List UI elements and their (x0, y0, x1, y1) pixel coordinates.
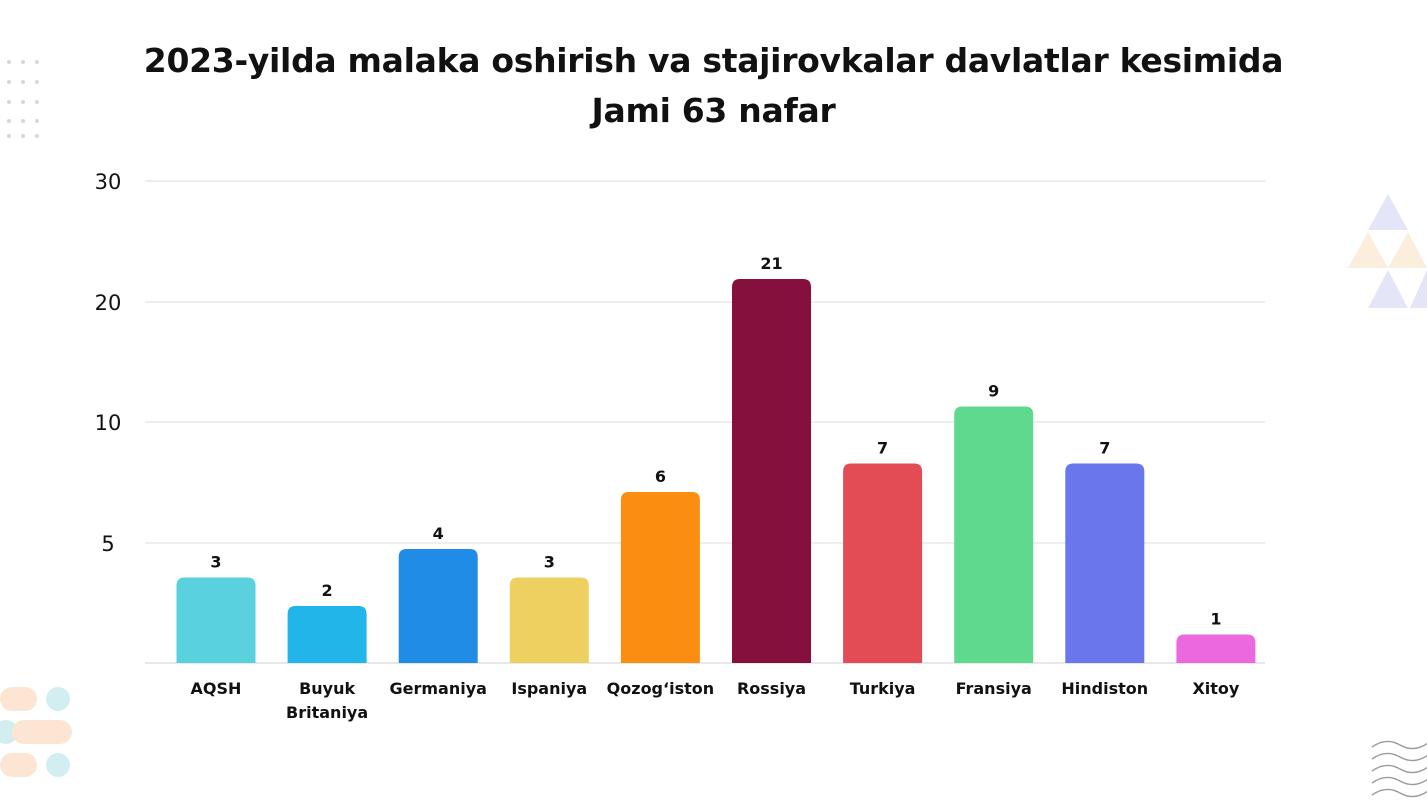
data-label: 7 (1099, 439, 1110, 458)
y-tick-label: 5 (101, 532, 114, 556)
bar-hindiston (1065, 463, 1145, 663)
x-tick-label: Germaniya (389, 679, 486, 698)
x-tick-label: Qozog‘iston (607, 679, 714, 698)
bar-germaniya (398, 549, 478, 663)
data-label: 7 (877, 439, 888, 458)
data-label: 1 (1210, 610, 1221, 629)
bar-fransiya (954, 406, 1034, 663)
x-tick-label: Xitoy (1192, 679, 1239, 698)
y-tick-label: 10 (95, 411, 122, 435)
x-tick-label: Turkiya (850, 679, 916, 698)
x-tick-label: Rossiya (737, 679, 806, 698)
data-label: 2 (322, 581, 333, 600)
wave-lines-decoration (1371, 740, 1427, 798)
bar-buyuk-britaniya (287, 606, 367, 663)
chart-title: 2023-yilda malaka oshirish va stajirovka… (143, 41, 1284, 80)
dot-grid-decoration (7, 60, 39, 138)
y-axis-ticks: 30 20 10 5 (95, 170, 122, 556)
data-label: 3 (544, 553, 555, 572)
bar-rossiya (732, 279, 811, 663)
y-tick-label: 30 (95, 170, 122, 194)
x-tick-label: Fransiya (956, 679, 1032, 698)
data-label: 6 (655, 467, 666, 486)
data-label: 9 (988, 382, 999, 401)
data-label: 21 (760, 254, 782, 273)
triangle-pattern-decoration (1348, 194, 1427, 308)
data-labels: 3 2 4 3 6 21 7 9 7 1 (210, 254, 1221, 629)
bar-turkiya (843, 463, 923, 663)
x-tick-label: Buyuk Britaniya (286, 679, 368, 722)
x-tick-label: Ispaniya (511, 679, 587, 698)
bars (176, 279, 1256, 663)
x-axis-labels: AQSH Buyuk Britaniya Germaniya Ispaniya Qozog… (191, 679, 1240, 722)
bar-ispaniya (509, 577, 589, 663)
bar-aqsh (176, 577, 256, 663)
y-tick-label: 20 (95, 291, 122, 315)
x-tick-label: Hindiston (1061, 679, 1148, 698)
data-label: 4 (433, 524, 444, 543)
bar-qozog-iston (620, 492, 700, 663)
data-label: 3 (210, 553, 221, 572)
pill-shapes-decoration (0, 687, 72, 777)
chart-subtitle: Jami 63 nafar (591, 91, 836, 130)
x-tick-label: AQSH (191, 679, 242, 698)
bar-xitoy (1176, 634, 1256, 663)
chart-title-block: 2023-yilda malaka oshirish va stajirovka… (0, 36, 1427, 136)
